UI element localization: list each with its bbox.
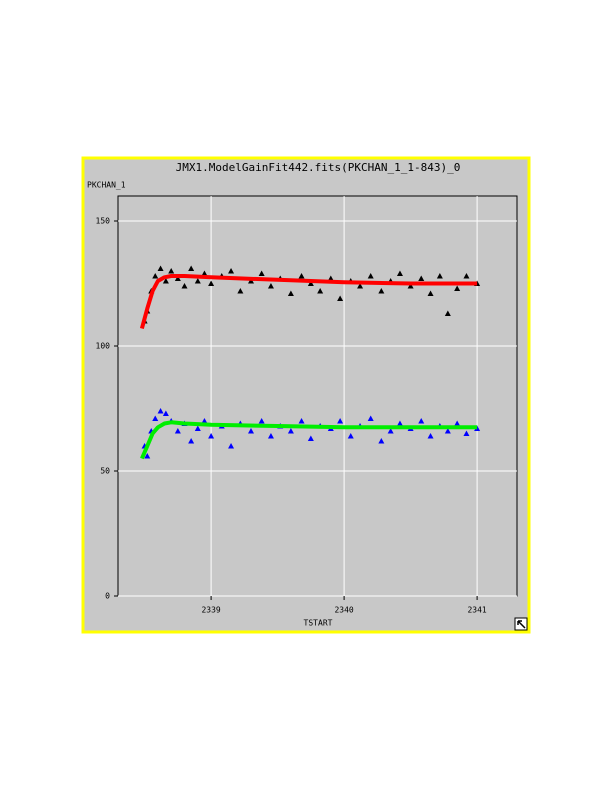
- data-point: [237, 288, 244, 294]
- data-point: [228, 443, 235, 449]
- fit-line: [139, 274, 478, 330]
- data-point: [407, 283, 414, 289]
- data-point: [168, 268, 175, 274]
- data-point: [157, 265, 164, 271]
- data-point: [248, 428, 254, 434]
- data-point: [454, 420, 461, 426]
- data-point: [287, 428, 294, 434]
- resize-arrow[interactable]: [517, 620, 526, 629]
- x-tick-label: 2339: [201, 606, 220, 615]
- data-point: [367, 415, 374, 421]
- data-point: [181, 283, 188, 289]
- data-point: [378, 438, 385, 444]
- data-point: [157, 408, 164, 414]
- data-point: [444, 310, 451, 316]
- data-point: [162, 410, 169, 416]
- y-tick-label: 100: [96, 342, 111, 351]
- data-point: [174, 428, 181, 434]
- data-point: [307, 435, 314, 441]
- chart-title: JMX1.ModelGainFit442.fits(PKCHAN_1_1-843…: [176, 161, 461, 174]
- data-point: [357, 283, 364, 289]
- data-point: [418, 418, 425, 424]
- data-point: [201, 418, 208, 424]
- data-point: [208, 280, 215, 286]
- x-axis-label: TSTART: [304, 619, 333, 628]
- data-point: [317, 288, 324, 294]
- data-point: [194, 425, 201, 431]
- data-point: [396, 270, 403, 276]
- data-point: [267, 433, 274, 439]
- data-point: [208, 433, 215, 439]
- data-point: [387, 428, 394, 434]
- data-point: [258, 418, 265, 424]
- data-point: [144, 453, 151, 459]
- data-point: [258, 270, 265, 276]
- data-point: [463, 430, 470, 436]
- data-point: [298, 273, 305, 279]
- data-point: [152, 415, 159, 421]
- data-point: [378, 288, 385, 294]
- data-point: [444, 428, 451, 434]
- data-point: [287, 290, 294, 296]
- data-point: [454, 285, 461, 291]
- data-point: [436, 273, 443, 279]
- data-point: [298, 418, 305, 424]
- panel: [81, 156, 531, 634]
- data-point: [427, 433, 434, 439]
- y-tick-label: 0: [105, 592, 110, 601]
- data-point: [152, 273, 159, 279]
- data-point: [337, 418, 344, 424]
- data-point: [194, 278, 201, 284]
- x-tick-label: 2341: [467, 606, 486, 615]
- data-point: [201, 270, 208, 276]
- data-point: [174, 275, 181, 281]
- y-axis-label: PKCHAN_1: [87, 181, 126, 190]
- data-point: [367, 273, 374, 279]
- data-point: [228, 268, 235, 274]
- resize-icon[interactable]: [514, 617, 528, 631]
- x-tick-label: 2340: [334, 606, 353, 615]
- data-point: [418, 275, 425, 281]
- data-point: [307, 280, 314, 286]
- y-tick-label: 150: [96, 217, 111, 226]
- data-point: [162, 278, 169, 284]
- data-point: [188, 265, 195, 271]
- data-point: [463, 273, 470, 279]
- data-point: [267, 283, 274, 289]
- data-point: [337, 295, 344, 301]
- fit-line: [140, 420, 478, 460]
- y-tick-label: 50: [100, 467, 110, 476]
- data-point: [327, 275, 334, 281]
- data-point: [347, 433, 354, 439]
- data-point: [427, 290, 434, 296]
- data-point: [396, 420, 403, 426]
- data-point: [188, 438, 195, 444]
